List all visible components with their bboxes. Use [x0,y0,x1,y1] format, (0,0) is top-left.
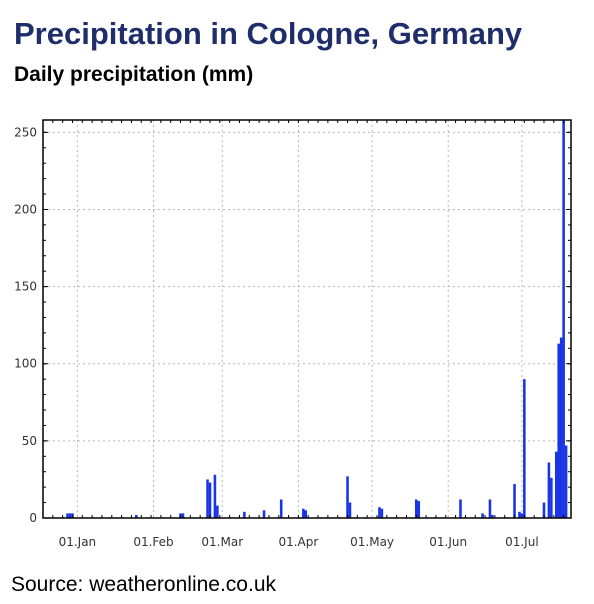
precip-bar [414,499,418,518]
source-note: Source: weatheronline.co.uk [11,573,276,596]
tick-labels: 0 50 100 150 200 250 01.Jan 01.Feb 01.Mar 01.Apr 0… [14,125,539,549]
precip-bar [181,513,185,518]
precip-bar [208,482,212,518]
precip-bar [481,513,484,518]
precip-bar [378,507,381,518]
precip-bar [68,513,72,518]
chart-title: Precipitation in Cologne, Germany [14,16,523,51]
y-tick-label: 50 [22,434,37,448]
precip-bar [213,474,217,518]
precip-bar [562,120,565,518]
y-tick-label: 150 [14,280,37,294]
precip-bar [66,513,69,518]
precip-bar [135,514,138,518]
precip-bar [488,499,492,518]
grid-lines [43,120,571,518]
plot-frame [42,119,572,519]
precip-bar [542,502,546,518]
axes [42,119,572,519]
y-tick-label: 200 [14,202,37,216]
precip-bar [550,477,553,518]
precip-bar [459,499,462,518]
bars [66,120,568,518]
precip-bar [559,337,563,518]
chart-subtitle: Daily precipitation (mm) [14,63,254,86]
precip-bar [513,484,516,518]
precip-bar [564,445,568,518]
y-tick-label: 100 [14,357,37,371]
precip-bar [491,514,494,518]
x-tick-label: 01.Feb [133,535,173,549]
precip-bar [554,451,558,518]
y-tick-label: 0 [29,511,37,525]
x-tick-label: 01.Jan [59,535,97,549]
precip-bar [262,510,266,518]
x-tick-label: 01.Jun [429,535,467,549]
precip-bar [206,479,209,518]
precip-bar [243,511,246,518]
precip-bar [302,508,305,518]
precip-bar [523,379,526,518]
precip-bar [304,510,308,518]
precip-bar [417,501,421,518]
x-tick-label: 01.Mar [201,535,243,549]
precip-bar [520,513,524,518]
precip-bar [547,462,551,518]
precip-bar [557,343,561,518]
x-tick-label: 01.May [350,535,394,549]
y-tick-label: 250 [14,125,37,139]
precip-bar [348,502,352,518]
precip-bar [279,499,283,518]
precip-bar [216,505,219,518]
precip-bar [380,508,384,518]
precip-bar [518,511,521,518]
x-tick-label: 01.Apr [278,535,318,549]
precip-bar [346,476,349,518]
x-tick-label: 01.Jul [505,535,539,549]
